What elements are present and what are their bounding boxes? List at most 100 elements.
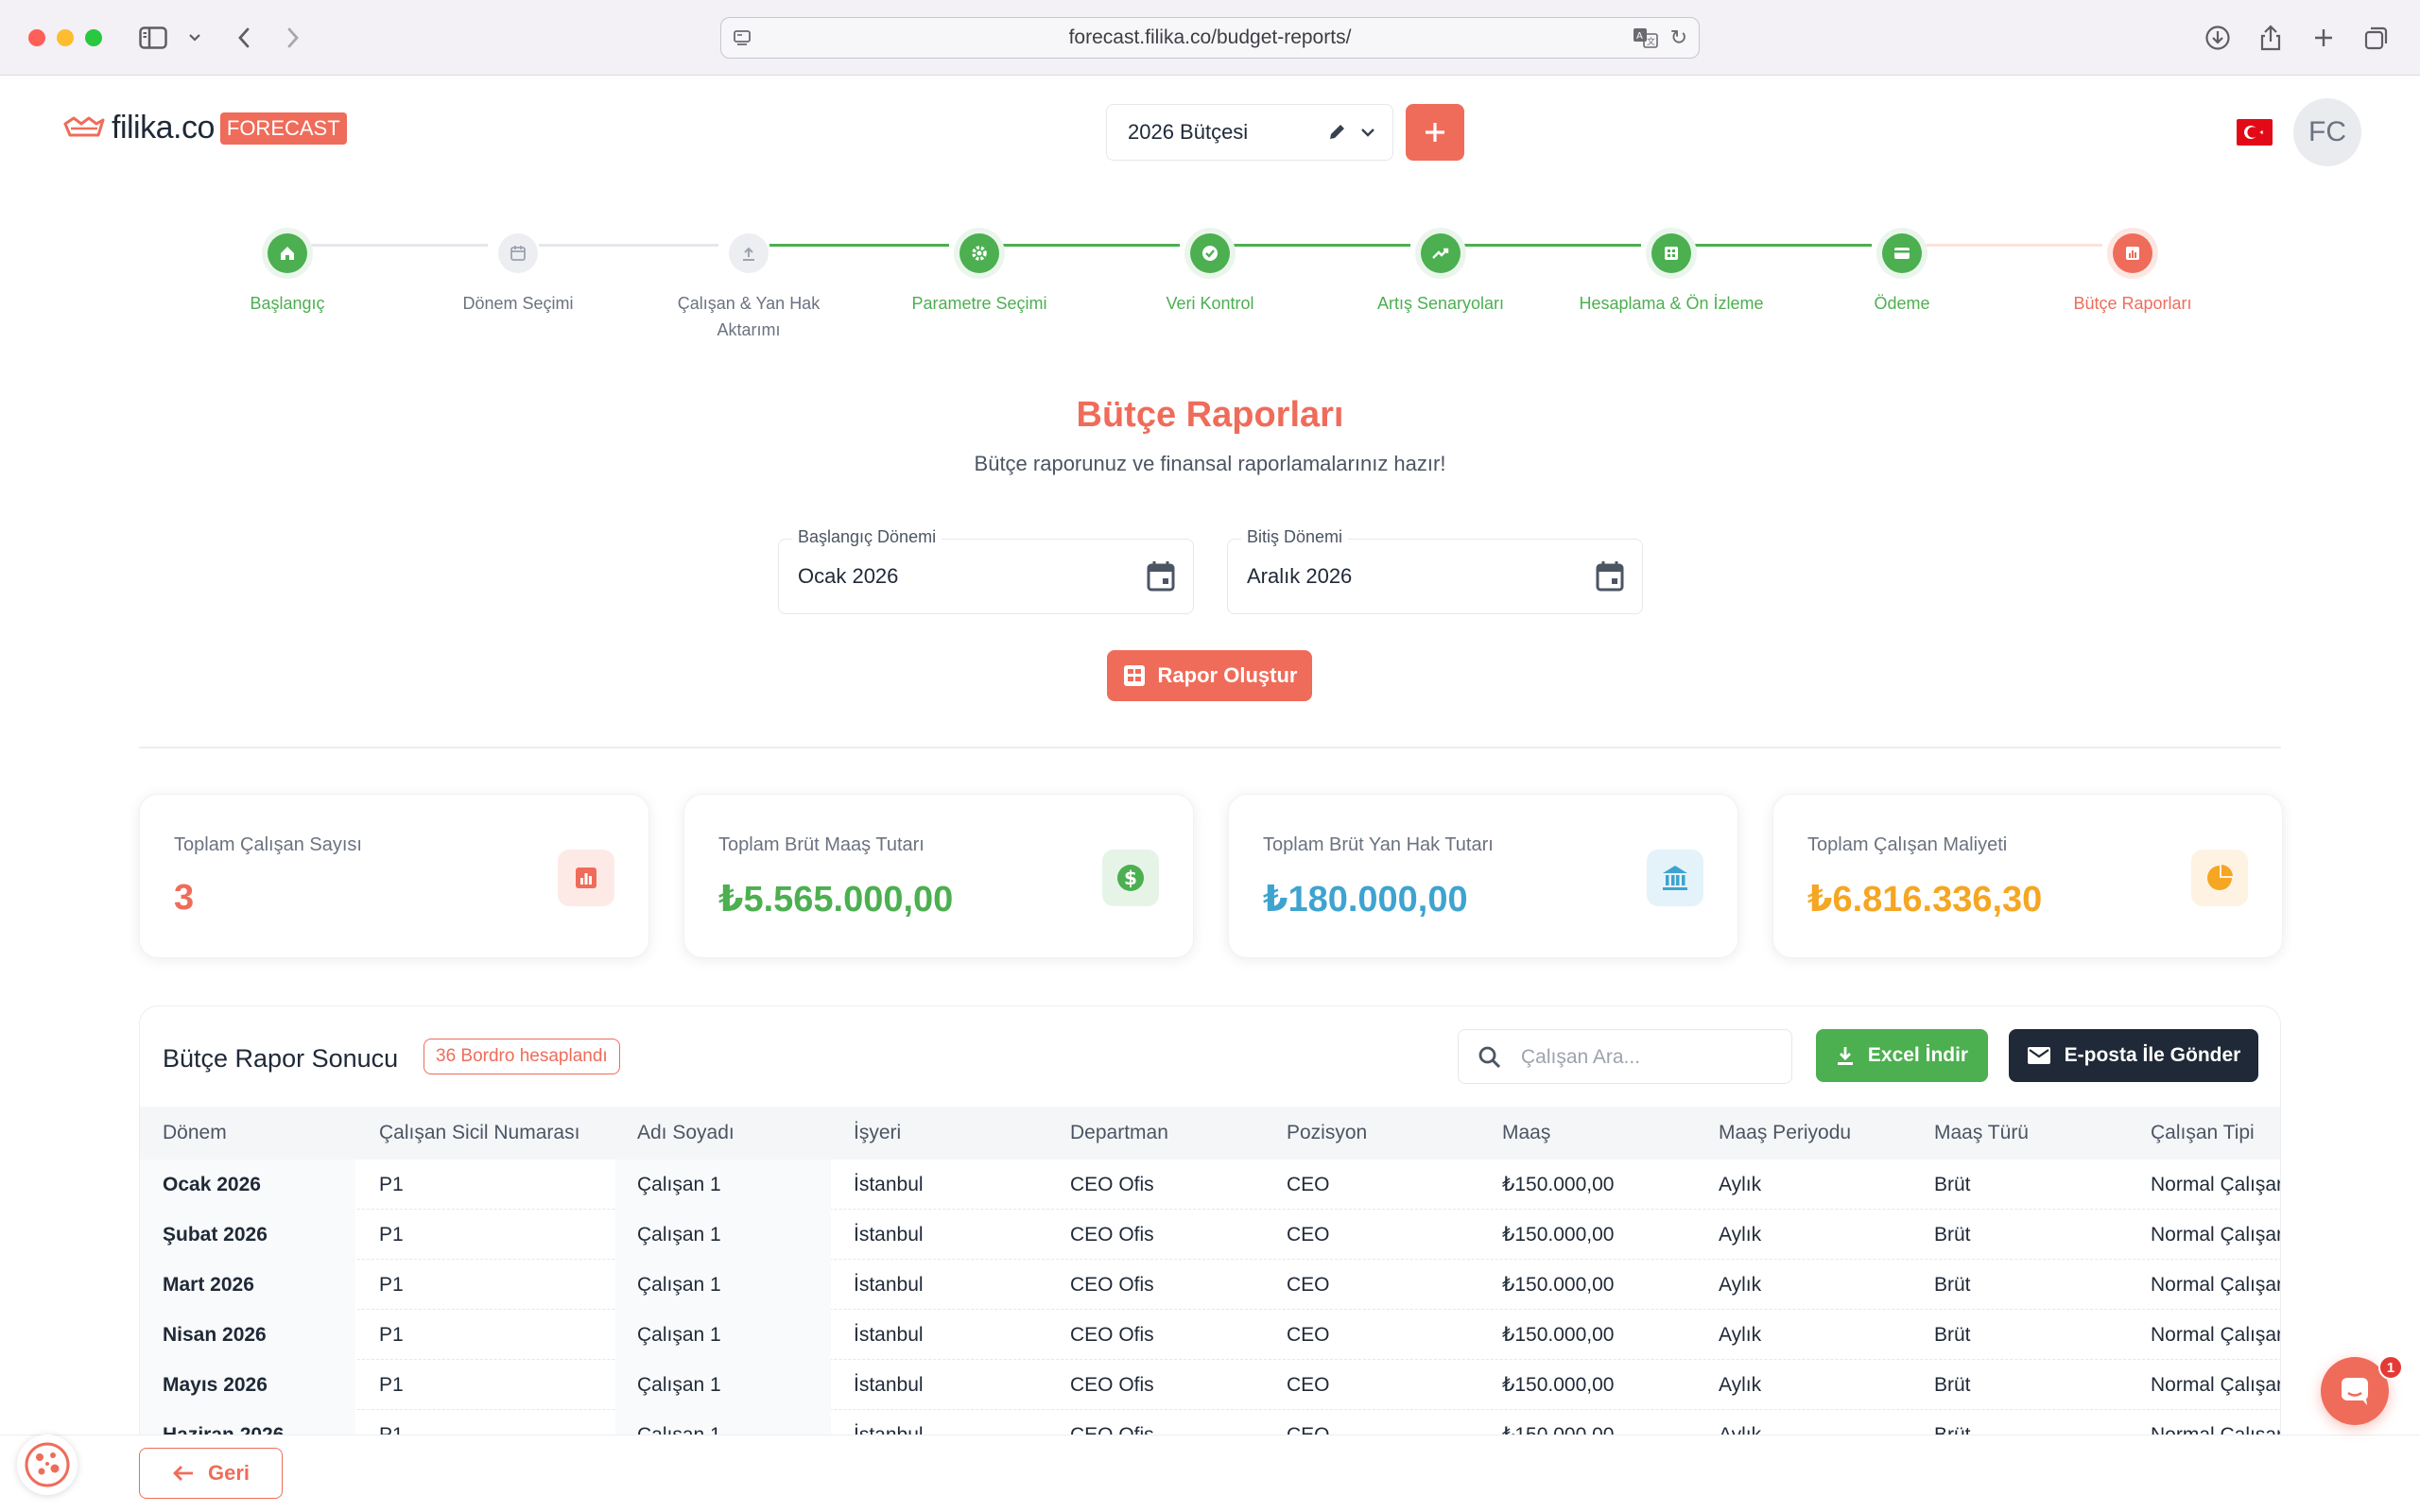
column-header[interactable]: Maaş Periyodu <box>1719 1122 1852 1143</box>
table-cell: ₺150.000,00 <box>1502 1324 1615 1346</box>
table-row[interactable]: Mart 2026 P1 Çalışan 1 İstanbul CEO Ofis CEO ₺… <box>140 1260 2281 1310</box>
table-cell: Aylık <box>1719 1374 1762 1396</box>
site-settings-icon[interactable] <box>733 28 752 53</box>
step-butce-raporlari[interactable]: Bütçe Raporları <box>2029 208 2237 317</box>
pie-chart-icon <box>2191 850 2248 906</box>
payroll-count-badge: 36 Bordro hesaplandı <box>424 1039 620 1074</box>
end-period-field[interactable]: Bitiş Dönemi Aralık 2026 <box>1227 527 1643 614</box>
step-donem-secimi[interactable]: Dönem Seçimi <box>414 208 622 317</box>
table-cell: Aylık <box>1719 1324 1762 1346</box>
table-row[interactable]: Mayıs 2026 P1 Çalışan 1 İstanbul CEO Ofis CEO… <box>140 1360 2280 1410</box>
table-cell: P1 <box>379 1374 404 1396</box>
step-baslangic[interactable]: Başlangıç <box>183 208 391 317</box>
stat-value: ₺6.816.336,30 <box>1807 880 2043 919</box>
end-period-label: Bitiş Dönemi <box>1241 527 1349 547</box>
table-cell: CEO Ofis <box>1070 1374 1154 1396</box>
table-cell: Normal Çalışan <box>2151 1324 2281 1346</box>
calculator-icon <box>1651 233 1691 273</box>
step-odeme[interactable]: Ödeme <box>1798 208 2006 317</box>
calendar-icon[interactable] <box>1595 560 1625 597</box>
close-window-button[interactable] <box>28 29 45 46</box>
send-email-button[interactable]: E-posta İle Gönder <box>2009 1029 2258 1082</box>
employee-search[interactable] <box>1458 1029 1792 1084</box>
back-nav-icon[interactable] <box>229 23 259 53</box>
budget-select-value: 2026 Bütçesi <box>1128 120 1249 144</box>
table-cell: Çalışan 1 <box>637 1374 721 1396</box>
column-header[interactable]: Çalışan Tipi <box>2151 1122 2255 1143</box>
step-calisan-aktarimi[interactable]: Çalışan & Yan Hak Aktarımı <box>645 208 853 343</box>
home-icon <box>268 233 307 273</box>
tab-overview-icon[interactable] <box>2361 23 2392 53</box>
upload-icon <box>729 233 769 273</box>
table-cell: CEO Ofis <box>1070 1324 1154 1346</box>
cookie-settings-icon[interactable] <box>17 1435 78 1495</box>
share-icon[interactable] <box>2256 23 2286 53</box>
add-budget-button[interactable] <box>1406 104 1464 161</box>
row-highlight <box>140 1160 355 1210</box>
column-header[interactable]: Adı Soyadı <box>637 1122 735 1143</box>
reload-icon[interactable]: ↻ <box>1669 26 1687 49</box>
table-row[interactable]: Nisan 2026 P1 Çalışan 1 İstanbul CEO Ofis CEO… <box>140 1310 2281 1360</box>
chevron-down-icon[interactable] <box>1358 122 1377 148</box>
column-header[interactable]: Dönem <box>163 1122 227 1143</box>
new-tab-icon[interactable] <box>2308 23 2339 53</box>
table-cell: Normal Çalışan <box>2151 1274 2281 1296</box>
app-logo[interactable]: filika.co FORECAST <box>62 110 347 146</box>
stat-value: ₺5.565.000,00 <box>718 880 954 919</box>
avatar[interactable]: FC <box>2293 98 2361 166</box>
table-row[interactable]: Ocak 2026 P1 Çalışan 1 İstanbul CEO Ofis CEO ₺… <box>140 1160 2280 1210</box>
table-cell: CEO Ofis <box>1070 1224 1154 1246</box>
chat-launcher-button[interactable] <box>2321 1357 2389 1425</box>
trending-up-icon <box>1421 233 1461 273</box>
back-button[interactable]: Geri <box>139 1448 283 1499</box>
downloads-icon[interactable] <box>2203 23 2233 53</box>
maximize-window-button[interactable] <box>85 29 102 46</box>
svg-text:A: A <box>1636 31 1643 42</box>
excel-download-button[interactable]: Excel İndir <box>1816 1029 1988 1082</box>
chevron-down-icon[interactable] <box>180 23 210 53</box>
step-hesaplama[interactable]: Hesaplama & Ön İzleme <box>1567 208 1775 317</box>
turkish-flag-icon[interactable] <box>2237 119 2273 146</box>
step-connector <box>1692 244 1872 247</box>
column-header[interactable]: Maaş Türü <box>1934 1122 2029 1143</box>
page-subtitle: Bütçe raporunuz ve finansal raporlamalar… <box>974 452 1446 475</box>
calendar-icon[interactable] <box>1146 560 1176 597</box>
section-divider <box>139 747 2281 748</box>
step-veri-kontrol[interactable]: Veri Kontrol <box>1106 208 1314 317</box>
forward-nav-icon[interactable] <box>278 23 308 53</box>
table-cell: Brüt <box>1934 1374 1971 1396</box>
send-email-label: E-posta İle Gönder <box>2064 1044 2241 1066</box>
stat-title: Toplam Çalışan Sayısı <box>174 834 362 855</box>
column-header[interactable]: Çalışan Sicil Numarası <box>379 1122 580 1143</box>
table-row[interactable]: Şubat 2026 P1 Çalışan 1 İstanbul CEO Ofis CEO… <box>140 1210 2281 1260</box>
step-label: Hesaplama & Ön İzleme <box>1579 294 1764 313</box>
pencil-icon[interactable] <box>1326 122 1347 148</box>
gear-icon <box>959 233 999 273</box>
plus-icon <box>1426 123 1444 142</box>
table-cell: Şubat 2026 <box>163 1224 268 1246</box>
dollar-icon: $ <box>1102 850 1159 906</box>
minimize-window-button[interactable] <box>57 29 74 46</box>
create-report-button[interactable]: Rapor Oluştur <box>1107 650 1312 701</box>
column-header[interactable]: Departman <box>1070 1122 1168 1143</box>
step-parametre-secimi[interactable]: Parametre Seçimi <box>875 208 1083 317</box>
table-cell: Çalışan 1 <box>637 1174 721 1195</box>
table-cell: İstanbul <box>854 1174 924 1195</box>
row-highlight <box>615 1210 831 1260</box>
table-cell: Normal Çalışan <box>2151 1224 2281 1246</box>
column-header[interactable]: İşyeri <box>854 1122 902 1143</box>
table-cell: P1 <box>379 1324 404 1346</box>
column-header[interactable]: Pozisyon <box>1287 1122 1368 1143</box>
step-label: Artış Senaryoları <box>1376 294 1505 313</box>
download-icon <box>1837 1047 1853 1065</box>
step-artis-senaryolari[interactable]: Artış Senaryoları <box>1337 208 1545 317</box>
start-period-field[interactable]: Başlangıç Dönemi Ocak 2026 <box>778 527 1194 614</box>
report-table-panel: Bütçe Rapor Sonucu 36 Bordro hesaplandı … <box>139 1005 2281 1478</box>
column-header[interactable]: Maaş <box>1502 1122 1551 1143</box>
search-input[interactable] <box>1521 1043 1776 1072</box>
table-cell: CEO <box>1287 1224 1330 1246</box>
budget-select[interactable]: 2026 Bütçesi <box>1106 104 1393 161</box>
sidebar-toggle-icon[interactable] <box>138 23 168 53</box>
